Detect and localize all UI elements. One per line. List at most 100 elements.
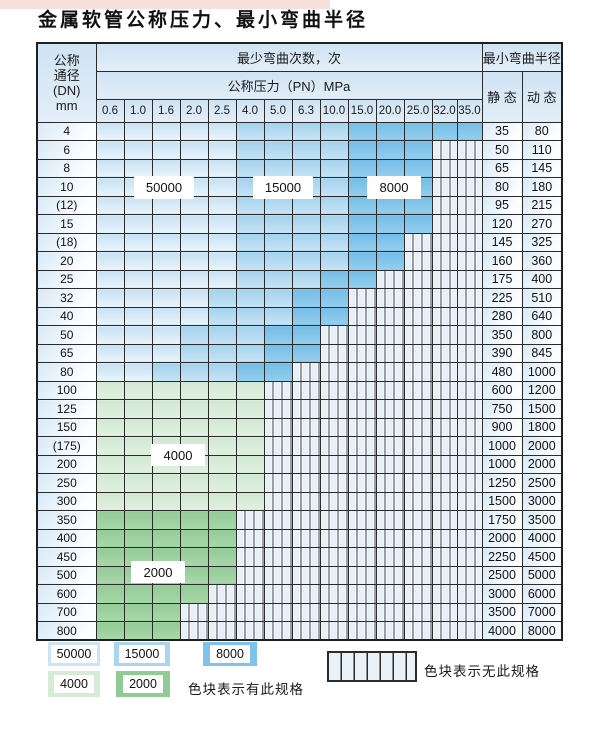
spec-cell <box>95 343 125 363</box>
no-spec-cell <box>403 436 433 456</box>
legend-swatch-label: 8000 <box>210 645 250 663</box>
spec-cell <box>263 121 293 141</box>
static-radius-cell: 390 <box>481 343 523 363</box>
legend-swatch-label: 50000 <box>50 645 98 663</box>
spec-cell <box>207 325 237 345</box>
no-spec-cell <box>319 584 349 604</box>
spec-cell <box>235 325 265 345</box>
legend-swatch-2000: 2000 <box>116 671 170 697</box>
dn-header-line: 公称 <box>53 52 80 68</box>
static-radius-cell: 2250 <box>481 547 523 567</box>
dn-cell: 100 <box>36 380 97 400</box>
static-radius-cell: 3500 <box>481 602 523 622</box>
no-spec-cell <box>319 417 349 437</box>
spec-cell <box>151 214 181 234</box>
no-spec-cell <box>456 417 483 437</box>
dynamic-radius-cell: 640 <box>521 306 563 326</box>
no-spec-cell <box>291 602 321 622</box>
spec-cell <box>95 288 125 308</box>
legend-hatch-block <box>327 651 417 682</box>
dynamic-radius-cell: 2000 <box>521 454 563 474</box>
no-spec-cell <box>179 621 209 641</box>
table-row: 4 35 80 <box>36 121 563 141</box>
spec-cell <box>123 417 153 437</box>
spec-cell <box>123 214 153 234</box>
static-radius-cell: 350 <box>481 325 523 345</box>
spec-cell <box>207 269 237 289</box>
no-spec-cell <box>431 380 458 400</box>
spec-cell <box>207 417 237 437</box>
no-spec-cell <box>403 621 433 641</box>
spec-cell <box>95 436 125 456</box>
no-spec-cell <box>375 269 405 289</box>
spec-cell <box>291 140 321 160</box>
no-spec-cell <box>375 399 405 419</box>
dynamic-radius-cell: 270 <box>521 214 563 234</box>
no-spec-cell <box>431 436 458 456</box>
pressure-col-header: 35.0 <box>456 98 483 123</box>
no-spec-cell <box>456 251 483 271</box>
dn-cell: (18) <box>36 232 97 252</box>
spec-cell <box>123 306 153 326</box>
spec-cell <box>375 121 405 141</box>
spec-cell <box>123 510 153 530</box>
zone-label-8000: 8000 <box>367 176 421 199</box>
no-spec-cell <box>456 380 483 400</box>
no-spec-cell <box>375 621 405 641</box>
no-spec-cell <box>291 417 321 437</box>
no-spec-cell <box>456 491 483 511</box>
no-spec-cell <box>235 510 265 530</box>
spec-cell <box>207 454 237 474</box>
no-spec-cell <box>403 602 433 622</box>
dn-cell: 700 <box>36 602 97 622</box>
spec-cell <box>123 584 153 604</box>
no-spec-cell <box>431 621 458 641</box>
dynamic-radius-cell: 145 <box>521 158 563 178</box>
min-bend-radius-header: 最小弯曲半径 <box>481 42 563 72</box>
spec-cell <box>263 325 293 345</box>
spec-cell <box>123 269 153 289</box>
legend-swatch-label: 15000 <box>118 645 166 663</box>
table-row: (175) 1000 2000 <box>36 436 563 456</box>
no-spec-cell <box>263 436 293 456</box>
spec-cell <box>319 288 349 308</box>
no-spec-cell <box>319 436 349 456</box>
no-spec-cell <box>319 510 349 530</box>
no-spec-cell <box>403 528 433 548</box>
no-spec-cell <box>319 491 349 511</box>
dynamic-radius-cell: 1500 <box>521 399 563 419</box>
zone-label-4000: 4000 <box>151 444 205 466</box>
spec-cell <box>375 195 405 215</box>
spec-cell <box>179 417 209 437</box>
spec-cell <box>291 288 321 308</box>
spec-cell <box>319 214 349 234</box>
dn-cell: 300 <box>36 491 97 511</box>
spec-cell <box>123 380 153 400</box>
spec-cell <box>151 325 181 345</box>
spec-cell <box>179 584 209 604</box>
spec-table-grid: 公称 通径 (DN) mm 最少弯曲次数，次 最小弯曲半径 公称压力（PN）MP… <box>36 42 563 641</box>
table-row: 100 600 1200 <box>36 380 563 400</box>
no-spec-cell <box>456 473 483 493</box>
no-spec-cell <box>319 473 349 493</box>
spec-cell <box>151 362 181 382</box>
spec-cell <box>263 343 293 363</box>
dynamic-radius-cell: 325 <box>521 232 563 252</box>
dynamic-radius-cell: 3000 <box>521 491 563 511</box>
no-spec-cell <box>347 399 377 419</box>
no-spec-cell <box>375 565 405 585</box>
no-spec-cell <box>179 602 209 622</box>
spec-cell <box>151 473 181 493</box>
no-spec-cell <box>235 565 265 585</box>
table-row: 25 175 400 <box>36 269 563 289</box>
no-spec-cell <box>375 306 405 326</box>
dynamic-radius-cell: 80 <box>521 121 563 141</box>
no-spec-cell <box>263 547 293 567</box>
spec-cell <box>235 195 265 215</box>
no-spec-cell <box>263 417 293 437</box>
spec-cell <box>95 177 125 197</box>
dn-cell: (12) <box>36 195 97 215</box>
no-spec-cell <box>347 454 377 474</box>
spec-cell <box>151 584 181 604</box>
